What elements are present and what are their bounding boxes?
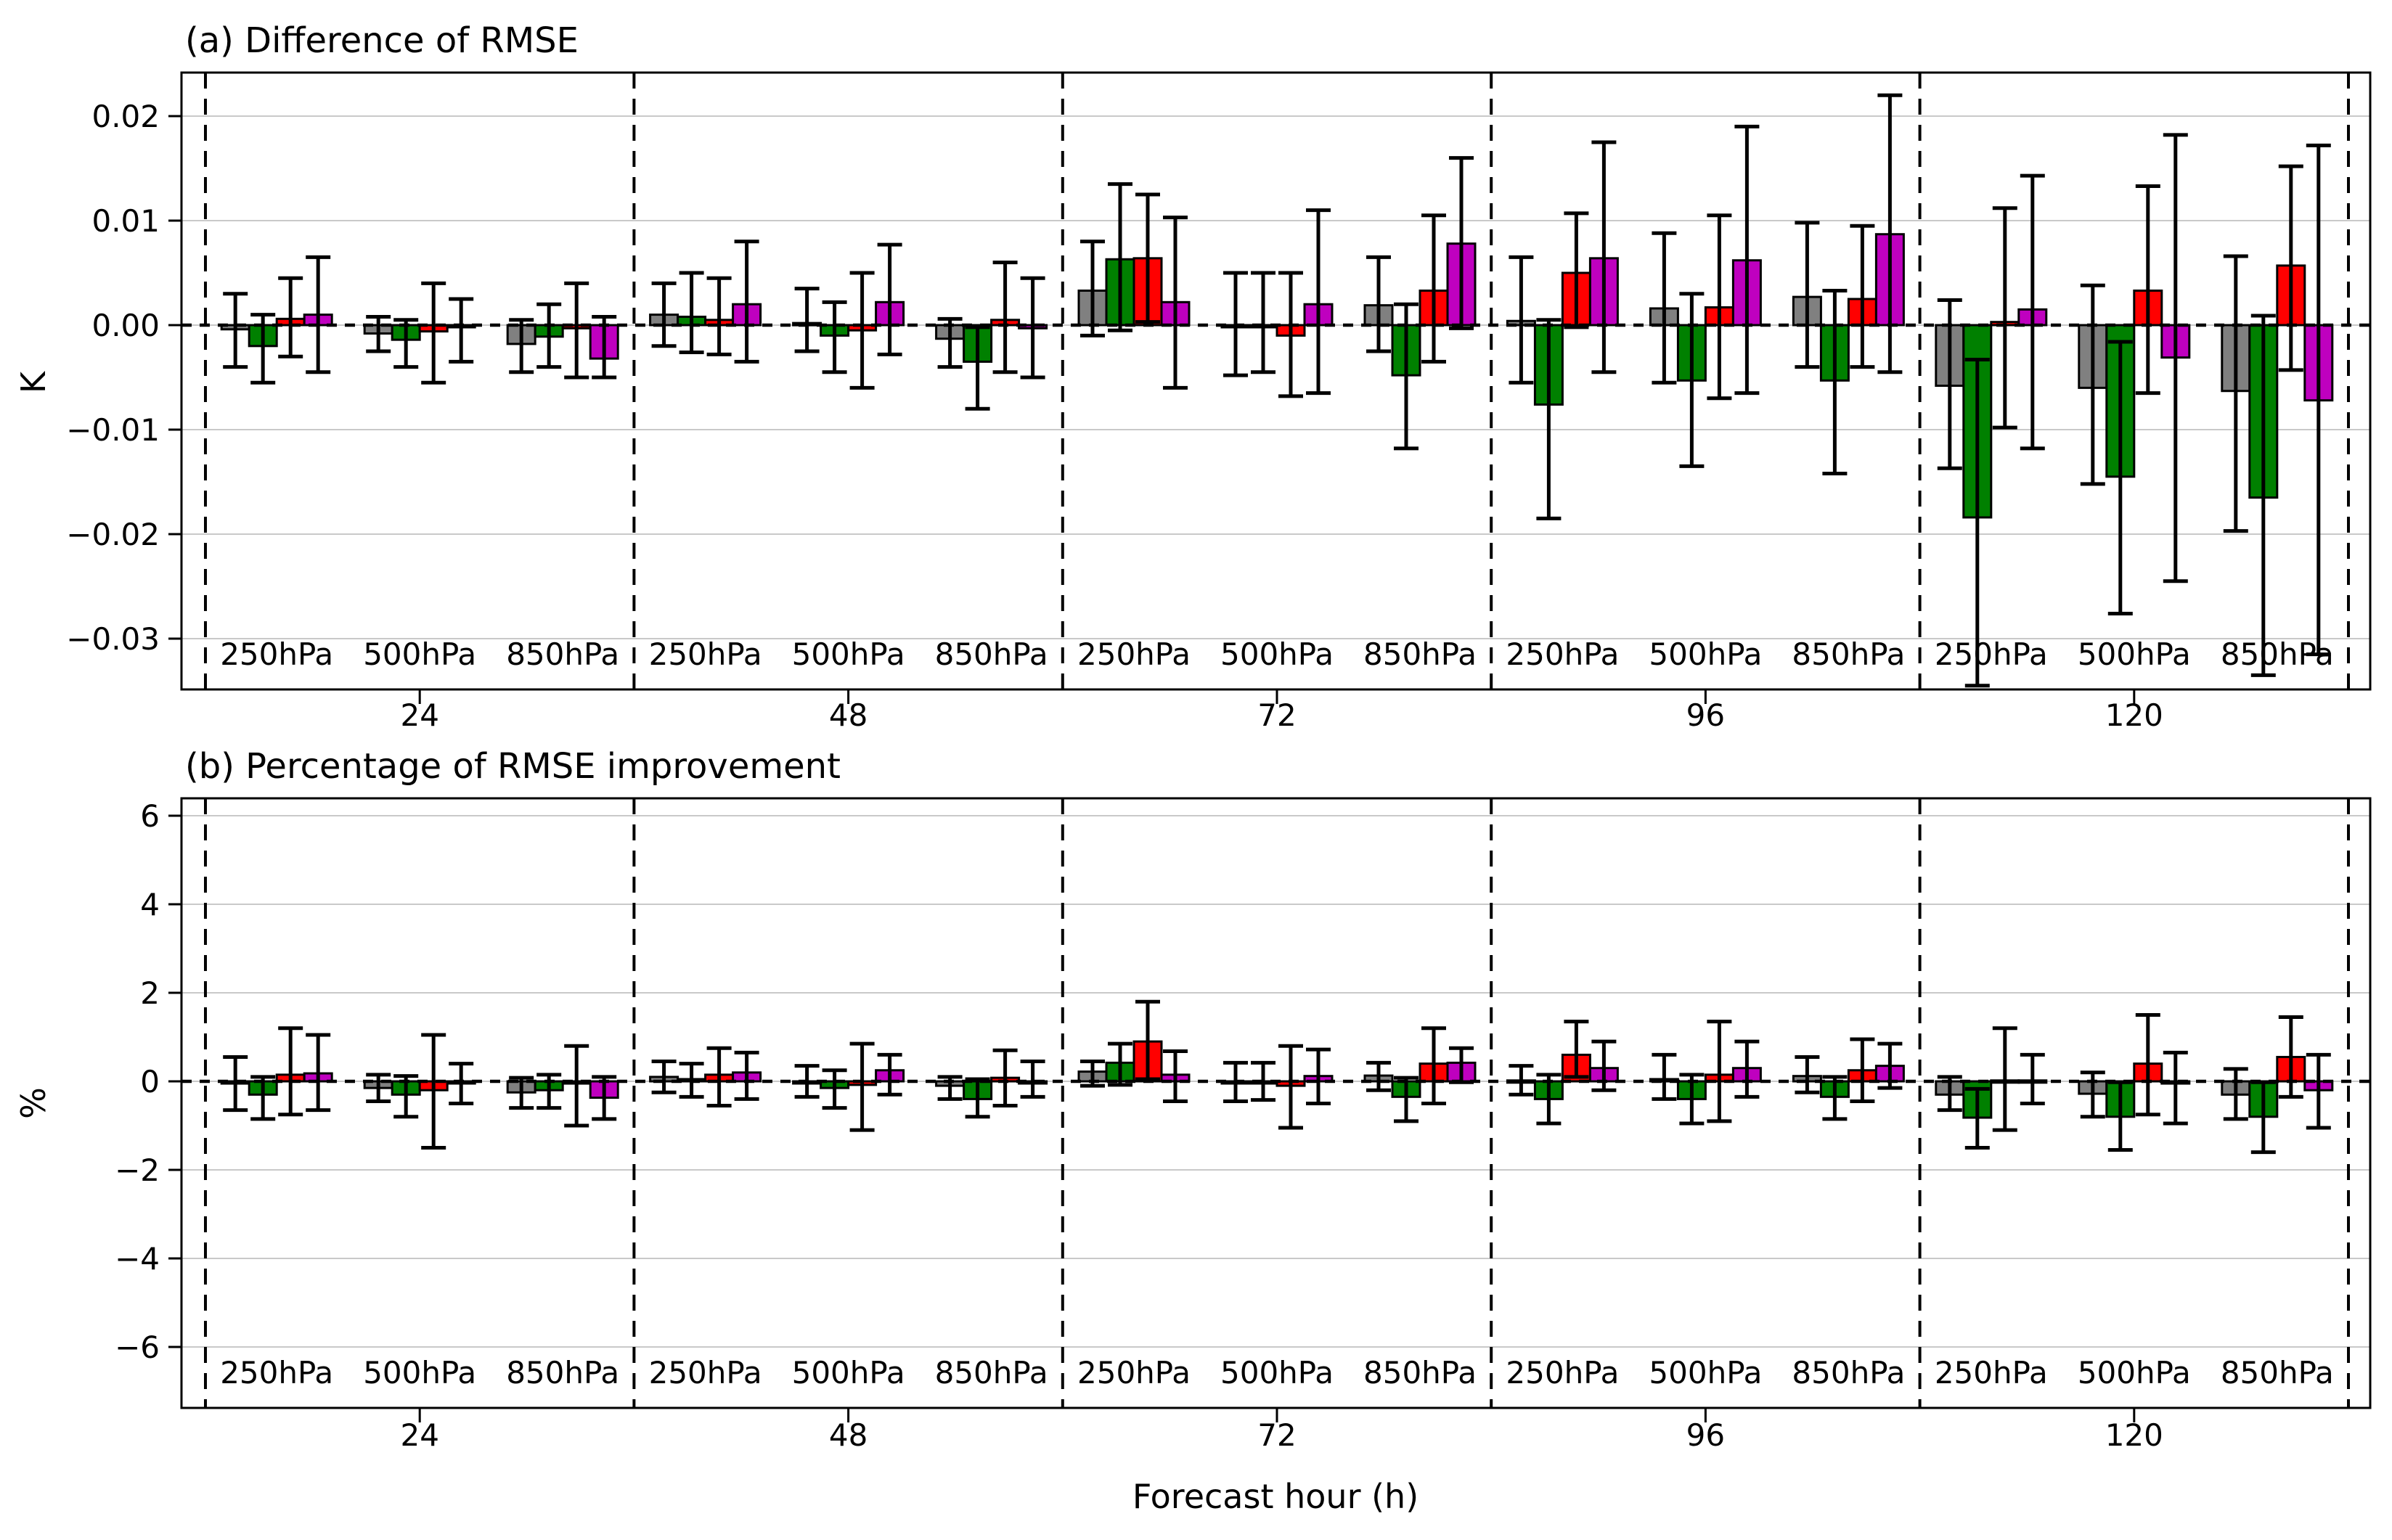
pressure-level-label: 250hPa <box>649 636 762 672</box>
y-tick-label: 4 <box>140 887 160 922</box>
y-tick-label: −0.02 <box>66 517 160 552</box>
pressure-level-label: 500hPa <box>363 636 476 672</box>
pressure-level-label: 250hPa <box>1506 636 1619 672</box>
pressure-level-label: 850hPa <box>1363 636 1477 672</box>
pressure-level-label: 850hPa <box>1363 1355 1477 1390</box>
y-tick-label: −0.03 <box>66 621 160 657</box>
pressure-level-label: 850hPa <box>1792 1355 1905 1390</box>
pressure-level-label: 850hPa <box>2221 1355 2334 1390</box>
y-tick-label: −4 <box>115 1241 160 1277</box>
panel-a-title: (a) Difference of RMSE <box>185 20 579 61</box>
pressure-level-label: 250hPa <box>649 1355 762 1390</box>
forecast-hour-label: 24 <box>400 1417 438 1453</box>
forecast-hour-label: 48 <box>829 1417 868 1453</box>
pressure-level-label: 500hPa <box>1649 1355 1762 1390</box>
panel-b-ylabel: % <box>14 1087 53 1119</box>
pressure-level-label: 850hPa <box>935 1355 1048 1390</box>
y-tick-label: −0.01 <box>66 412 160 448</box>
pressure-level-label: 500hPa <box>1649 636 1762 672</box>
pressure-level-label: 850hPa <box>506 1355 619 1390</box>
y-tick-label: 0 <box>140 1064 160 1099</box>
pressure-level-label: 850hPa <box>2221 636 2334 672</box>
panel-a: (a) Difference of RMSE K 0.02 0.01 0.00 −0.… <box>14 20 2372 733</box>
forecast-hour-label: 120 <box>2105 1417 2163 1453</box>
y-tick-label: 0.00 <box>91 308 160 343</box>
pressure-level-label: 250hPa <box>220 636 333 672</box>
pressure-level-label: 500hPa <box>792 1355 905 1390</box>
plot-border <box>180 71 2372 691</box>
y-tick-label: −2 <box>115 1152 160 1188</box>
y-tick-label: 0.01 <box>91 203 160 239</box>
pressure-level-label: 250hPa <box>1935 1355 2048 1390</box>
panel-b: (b) Percentage of RMSE improvement % 6 4 2… <box>14 746 2372 1516</box>
panel-a-ylabel: K <box>14 370 53 393</box>
pressure-level-label: 850hPa <box>506 636 619 672</box>
pressure-level-label: 500hPa <box>1220 636 1334 672</box>
forecast-hour-label: 120 <box>2105 697 2163 733</box>
forecast-hour-label: 48 <box>829 697 868 733</box>
pressure-level-label: 250hPa <box>1077 636 1191 672</box>
y-tick-label: 6 <box>140 798 160 834</box>
plot-background <box>181 73 2370 689</box>
forecast-hour-label: 72 <box>1257 1417 1296 1453</box>
pressure-level-label: 250hPa <box>1935 636 2048 672</box>
forecast-hour-label: 96 <box>1686 697 1725 733</box>
forecast-hour-label: 96 <box>1686 1417 1725 1453</box>
pressure-level-label: 500hPa <box>2078 636 2191 672</box>
panel-b-title: (b) Percentage of RMSE improvement <box>185 746 841 787</box>
panel-a-plot-area: 0.02 0.01 0.00 −0.01 −0.02 −0.03 250hPa 500hPa 8… <box>66 71 2372 733</box>
y-tick-label: 2 <box>140 975 160 1011</box>
pressure-level-label: 850hPa <box>1792 636 1905 672</box>
forecast-hour-label: 24 <box>400 697 438 733</box>
pressure-level-label: 250hPa <box>1506 1355 1619 1390</box>
pressure-level-label: 500hPa <box>2078 1355 2191 1390</box>
y-tick-label: −6 <box>115 1330 160 1365</box>
pressure-level-label: 850hPa <box>935 636 1048 672</box>
panel-b-plot-area: 6 4 2 0 −2 −4 −6 250hPa 500hPa 850hPa 24 250hPa 500h… <box>115 797 2372 1453</box>
pressure-level-label: 250hPa <box>1077 1355 1191 1390</box>
pressure-level-label: 500hPa <box>1220 1355 1334 1390</box>
x-axis-label: Forecast hour (h) <box>1132 1477 1419 1516</box>
forecast-hour-label: 72 <box>1257 697 1296 733</box>
pressure-level-label: 500hPa <box>792 636 905 672</box>
pressure-level-label: 500hPa <box>363 1355 476 1390</box>
pressure-level-label: 250hPa <box>220 1355 333 1390</box>
y-tick-label: 0.02 <box>91 99 160 134</box>
plot-border <box>180 797 2372 1409</box>
